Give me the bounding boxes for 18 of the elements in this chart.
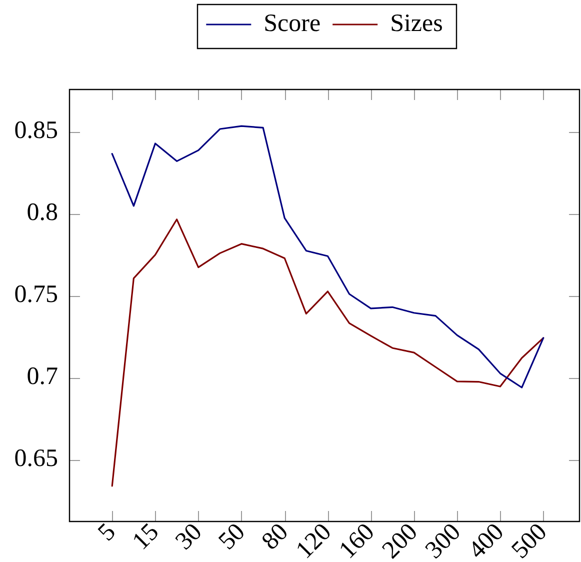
y-tick-label: 0.7 (26, 363, 58, 390)
x-tick-label: 160 (334, 518, 380, 562)
legend-label: Score (264, 10, 321, 38)
x-tick-label: 120 (291, 518, 337, 562)
y-tick-label: 0.85 (14, 117, 58, 144)
x-tick-label: 400 (464, 518, 510, 562)
x-tick-label: 200 (377, 518, 423, 562)
y-tick-label: 0.8 (26, 199, 58, 226)
y-tick-label: 0.75 (14, 281, 58, 308)
x-tick-label: 5 (93, 518, 122, 546)
legend-label: Sizes (390, 10, 443, 38)
y-tick-label: 0.65 (14, 445, 58, 472)
x-tick-label: 50 (214, 518, 250, 556)
x-tick-label: 15 (127, 518, 164, 556)
x-tick-label: 300 (420, 518, 466, 562)
x-tick-label: 80 (256, 518, 294, 556)
x-tick-label: 500 (506, 518, 552, 562)
x-tick-label: 30 (170, 518, 208, 556)
